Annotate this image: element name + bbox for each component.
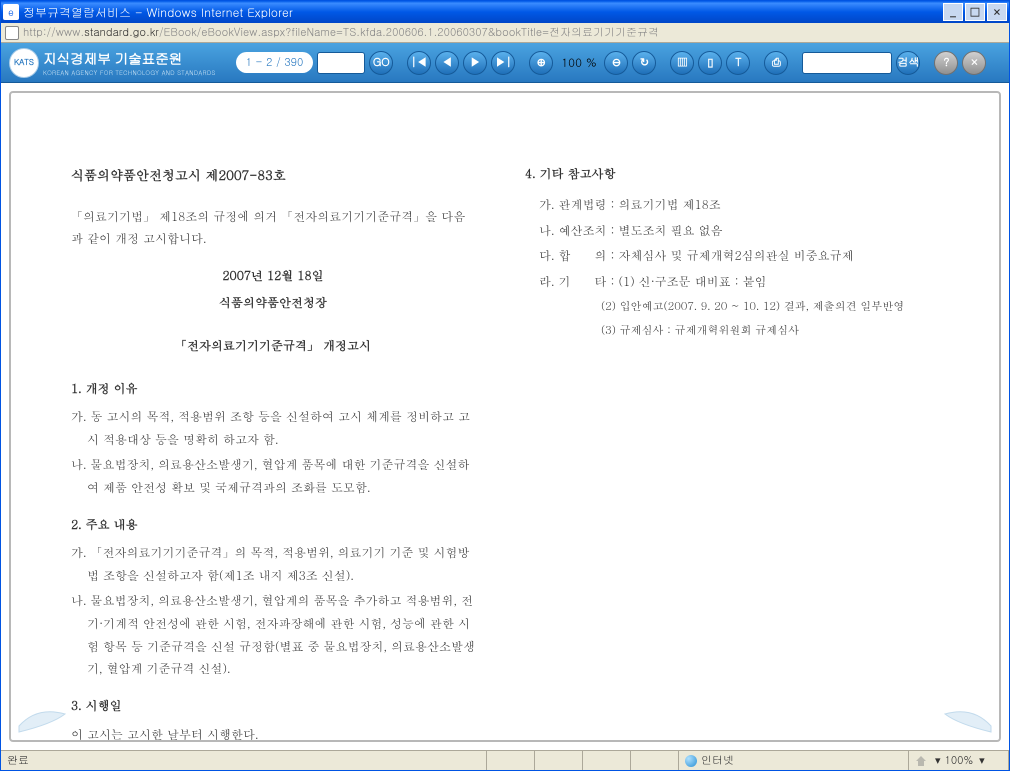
notice-date: 2007년 12월 18일 xyxy=(71,265,475,288)
prev-page-button[interactable]: ◀ xyxy=(435,51,459,75)
minimize-button[interactable]: _ xyxy=(943,3,963,21)
section4-item-b: 나. 예산조치 : 별도조치 필요 없음 xyxy=(525,220,929,243)
zoom-out-button[interactable]: ⊖ xyxy=(604,51,628,75)
next-page-button[interactable]: ▶ xyxy=(463,51,487,75)
print-button[interactable]: ⎙ xyxy=(764,51,788,75)
prev-page-curl[interactable] xyxy=(17,696,67,734)
intro-text: 「의료기기법」 제18조의 규정에 의거 「전자의료기기기준규격」을 다음과 같… xyxy=(71,206,475,252)
window-buttons: _ □ × xyxy=(943,3,1007,21)
home-icon xyxy=(915,755,927,767)
section4-item-c: 다. 합 의 : 자체심사 및 규제개혁2심의관실 비중요규제 xyxy=(525,245,929,268)
section4-item-a: 가. 관계법령 : 의료기기법 제18조 xyxy=(525,194,929,217)
section2-item-a: 가. 「전자의료기기기준규격」의 목적, 적용범위, 의료기기 기준 및 시험방… xyxy=(71,542,475,588)
first-page-button[interactable]: |◀ xyxy=(407,51,431,75)
right-column: 4. 기타 참고사항 가. 관계법령 : 의료기기법 제18조 나. 예산조치 … xyxy=(505,103,989,730)
issuing-org: 식품의약품안전청장 xyxy=(71,292,475,315)
address-bar: http://www.standard.go.kr/EBook/eBookVie… xyxy=(1,23,1009,43)
toolbar-close-button[interactable]: × xyxy=(962,51,986,75)
book-view-button[interactable]: ▥ xyxy=(670,51,694,75)
status-pad2 xyxy=(535,751,583,770)
section4-item-d3: (3) 규제심사 : 규제개혁위원회 규제심사 xyxy=(525,321,929,342)
section4-item-d: 라. 기 타 : (1) 신·구조문 대비표 : 붙임 xyxy=(525,271,929,294)
page-indicator: 1 - 2 / 390 xyxy=(236,52,314,73)
security-zone: 인터넷 xyxy=(679,751,909,770)
titlebar: e 정부규격열람서비스 - Windows Internet Explorer … xyxy=(1,1,1009,23)
status-text: 완료 xyxy=(1,751,487,770)
close-button[interactable]: × xyxy=(987,3,1007,21)
page-view-button[interactable]: ▯ xyxy=(698,51,722,75)
section1-item-b: 나. 물요법장치, 의료용산소발생기, 혈압계 품목에 대한 기준규격을 신설하… xyxy=(71,454,475,500)
search-input[interactable] xyxy=(802,52,892,74)
document-page: 식품의약품안전청고시 제2007-83호 「의료기기법」 제18조의 규정에 의… xyxy=(21,103,989,730)
content-area: 식품의약품안전청고시 제2007-83호 「의료기기법」 제18조의 규정에 의… xyxy=(1,83,1009,750)
text-view-button[interactable]: T xyxy=(726,51,750,75)
next-page-curl[interactable] xyxy=(943,696,993,734)
status-pad4 xyxy=(631,751,679,770)
refresh-button[interactable]: ↻ xyxy=(632,51,656,75)
url-text[interactable]: http://www.standard.go.kr/EBook/eBookVie… xyxy=(23,25,659,40)
document-frame: 식품의약품안전청고시 제2007-83호 「의료기기법」 제18조의 규정에 의… xyxy=(9,91,1001,742)
notice-number: 식품의약품안전청고시 제2007-83호 xyxy=(71,163,475,188)
notice-subtitle: 「전자의료기기기준규격」 개정고시 xyxy=(71,335,475,358)
kats-logo: KATS xyxy=(9,48,39,78)
last-page-button[interactable]: ▶| xyxy=(491,51,515,75)
page-input[interactable] xyxy=(317,52,365,74)
status-pad1 xyxy=(487,751,535,770)
search-button[interactable]: 검색 xyxy=(896,51,920,75)
section3-heading: 3. 시행일 xyxy=(71,695,475,718)
browser-window: e 정부규격열람서비스 - Windows Internet Explorer … xyxy=(0,0,1010,771)
page-icon xyxy=(5,26,19,40)
status-bar: 완료 인터넷 ▾ 100% ▾ xyxy=(1,750,1009,770)
brand-subtitle: KOREAN AGENCY FOR TECHNOLOGY AND STANDAR… xyxy=(43,68,216,77)
zoom-value: 100 % xyxy=(557,54,600,71)
ebook-toolbar: KATS 지식경제부 기술표준원 KOREAN AGENCY FOR TECHN… xyxy=(1,43,1009,83)
ie-icon: e xyxy=(3,4,19,20)
go-button[interactable]: GO xyxy=(369,51,393,75)
zone-label: 인터넷 xyxy=(701,753,734,768)
section1-item-a: 가. 동 고시의 목적, 적용범위 조항 등을 신설하여 고시 체계를 정비하고… xyxy=(71,406,475,452)
section4-heading: 4. 기타 참고사항 xyxy=(525,163,929,186)
maximize-button[interactable]: □ xyxy=(965,3,985,21)
brand-text: 지식경제부 기술표준원 KOREAN AGENCY FOR TECHNOLOGY… xyxy=(43,48,216,77)
brand-title: 지식경제부 기술표준원 xyxy=(43,48,216,68)
left-column: 식품의약품안전청고시 제2007-83호 「의료기기법」 제18조의 규정에 의… xyxy=(21,103,505,730)
section2-heading: 2. 주요 내용 xyxy=(71,514,475,537)
section4-item-d2: (2) 입안예고(2007. 9. 20 ~ 10. 12) 결과, 제출의견 … xyxy=(525,297,929,318)
zoom-label: 100% xyxy=(945,753,974,768)
section1-heading: 1. 개정 이유 xyxy=(71,378,475,401)
zoom-cell[interactable]: ▾ 100% ▾ xyxy=(909,751,1009,770)
section3-item: 이 고시는 고시한 날부터 시행한다. xyxy=(71,724,475,742)
section2-item-b: 나. 물요법장치, 의료용산소발생기, 혈압계의 품목을 추가하고 적용범위, … xyxy=(71,590,475,681)
help-button[interactable]: ? xyxy=(934,51,958,75)
globe-icon xyxy=(685,755,697,767)
status-pad3 xyxy=(583,751,631,770)
zoom-in-button[interactable]: ⊕ xyxy=(529,51,553,75)
window-title: 정부규격열람서비스 - Windows Internet Explorer xyxy=(23,4,943,21)
